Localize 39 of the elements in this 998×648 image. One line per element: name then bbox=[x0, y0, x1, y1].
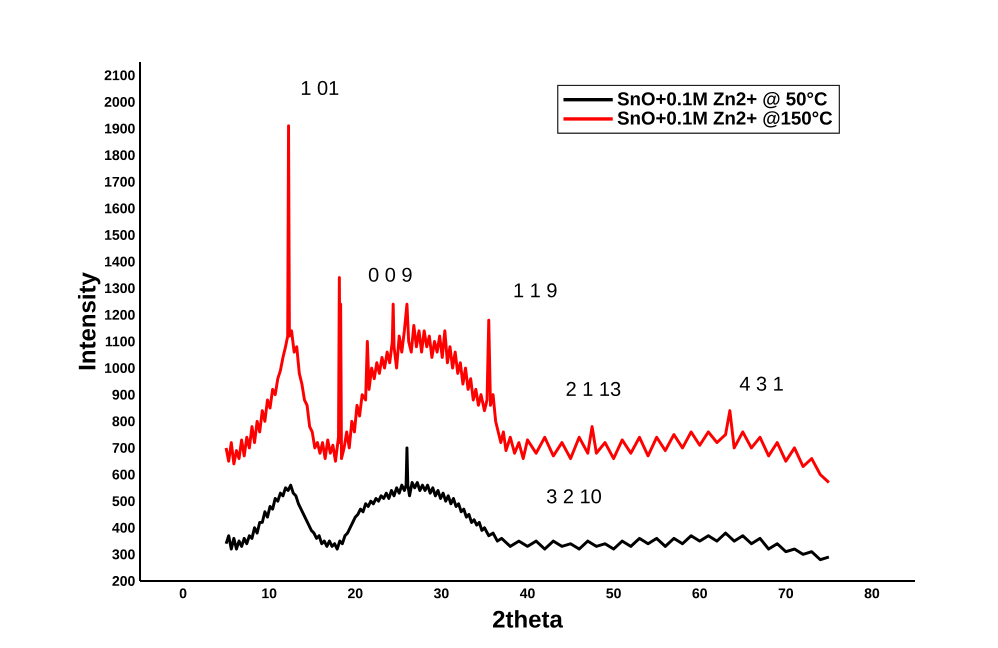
x-tick-label: 70 bbox=[778, 588, 794, 598]
annotation: 3 2 10 bbox=[546, 489, 601, 504]
y-tick-label: 1600 bbox=[105, 203, 135, 214]
annotation: 1 1 9 bbox=[514, 283, 557, 298]
y-tick-label: 1100 bbox=[106, 336, 135, 346]
y-tick-label: 200 bbox=[112, 576, 135, 586]
annotation: 4 3 1 bbox=[740, 376, 783, 391]
y-tick-label: 1500 bbox=[105, 230, 135, 240]
annotation: 2 1 13 bbox=[566, 382, 620, 396]
y-tick-label: 1300 bbox=[105, 283, 135, 294]
x-tick-label: 60 bbox=[692, 588, 707, 598]
y-tick-label: 600 bbox=[112, 470, 135, 480]
x-tick-label: 80 bbox=[864, 588, 880, 598]
y-tick-label: 300 bbox=[112, 549, 135, 560]
y-tick-label: 1400 bbox=[105, 256, 135, 267]
x-tick-label: 20 bbox=[348, 588, 362, 598]
y-axis-title: Intensity bbox=[78, 272, 100, 370]
y-tick-label: 500 bbox=[112, 496, 135, 506]
y-tick-label: 900 bbox=[112, 390, 135, 400]
y-tick-label: 1000 bbox=[105, 363, 135, 374]
annotation: 0 0 9 bbox=[368, 268, 412, 282]
x-tick-label: 0 bbox=[180, 588, 186, 598]
x-tick-label: 30 bbox=[434, 588, 449, 598]
y-tick-label: 1200 bbox=[105, 310, 135, 320]
y-tick-label: 2100 bbox=[104, 70, 135, 80]
x-tick-label: 40 bbox=[520, 588, 535, 598]
y-tick-label: 2000 bbox=[104, 96, 135, 107]
y-tick-label: 400 bbox=[112, 522, 135, 533]
y-tick-label: 1800 bbox=[105, 150, 135, 160]
y-tick-label: 700 bbox=[112, 442, 135, 453]
x-tick-label: 50 bbox=[606, 588, 621, 598]
x-tick-label: 10 bbox=[262, 588, 276, 598]
legend-label: SnO+0.1M Zn2+ @150°C bbox=[618, 111, 832, 128]
x-axis-title: 2theta bbox=[493, 610, 564, 628]
legend-label: SnO+0.1M Zn2+ @ 50°C bbox=[618, 92, 827, 108]
annotation: 1 01 bbox=[302, 80, 338, 96]
y-tick-label: 1700 bbox=[105, 176, 135, 187]
y-tick-label: 1900 bbox=[105, 124, 135, 134]
y-tick-label: 800 bbox=[112, 416, 135, 426]
